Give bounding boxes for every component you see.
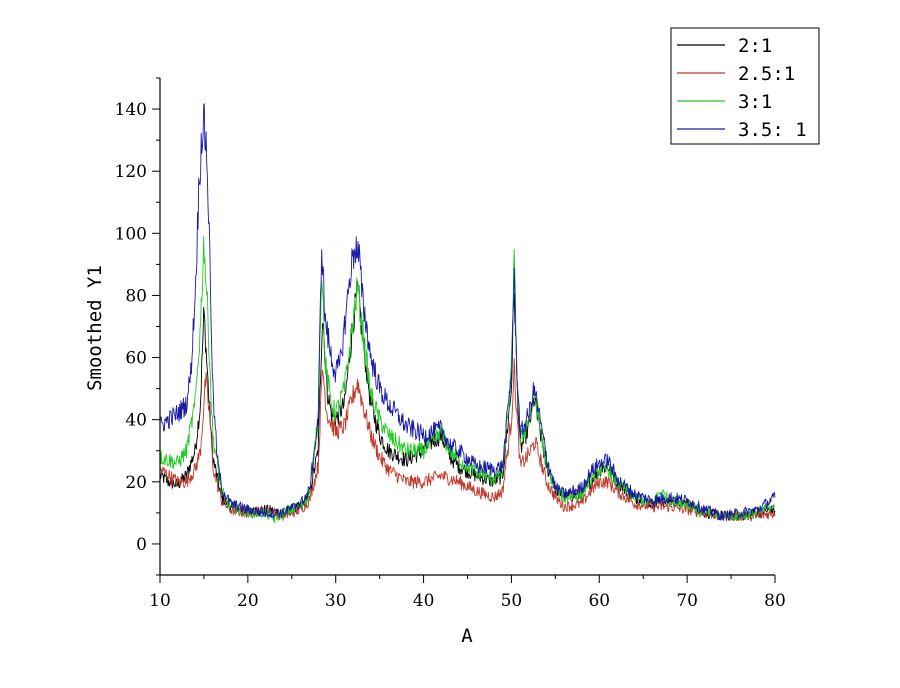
y-tick-label: 20: [125, 473, 147, 493]
series-line-3: [159, 236, 776, 524]
y-tick-label: 80: [125, 286, 147, 306]
x-tick-label: 80: [764, 591, 786, 611]
x-tick-label: 50: [501, 591, 523, 611]
legend-label-2: 2.5:1: [738, 63, 795, 85]
x-tick-label: 70: [676, 591, 698, 611]
y-tick-label: 0: [136, 535, 147, 555]
x-tick-label: 30: [325, 591, 347, 611]
axes: 10 20 30 40 50 60 70 80 0 20 40 60 80 100 120 140: [115, 77, 786, 611]
x-tick-label: 40: [413, 591, 435, 611]
x-tick-label: 10: [149, 591, 171, 611]
legend: 2:1 2.5:1 3:1 3.5: 1: [670, 27, 820, 145]
x-tick-label: 60: [588, 591, 610, 611]
y-axis-title: Smoothed Y1: [84, 265, 106, 391]
y-tick-label: 120: [115, 162, 147, 182]
legend-box: [670, 27, 820, 145]
legend-label-3: 3:1: [738, 91, 772, 113]
series-lines: [159, 103, 776, 524]
legend-label-4: 3.5: 1: [738, 119, 807, 141]
series-line-2: [159, 357, 776, 522]
y-tick-label: 60: [125, 349, 147, 369]
y-tick-label: 140: [115, 100, 147, 120]
y-tick-label: 40: [125, 411, 147, 431]
legend-label-1: 2:1: [738, 35, 772, 57]
x-axis-title: A: [461, 625, 473, 647]
y-tick-label: 100: [115, 224, 147, 244]
x-tick-label: 20: [237, 591, 259, 611]
series-line-4: [159, 103, 776, 522]
